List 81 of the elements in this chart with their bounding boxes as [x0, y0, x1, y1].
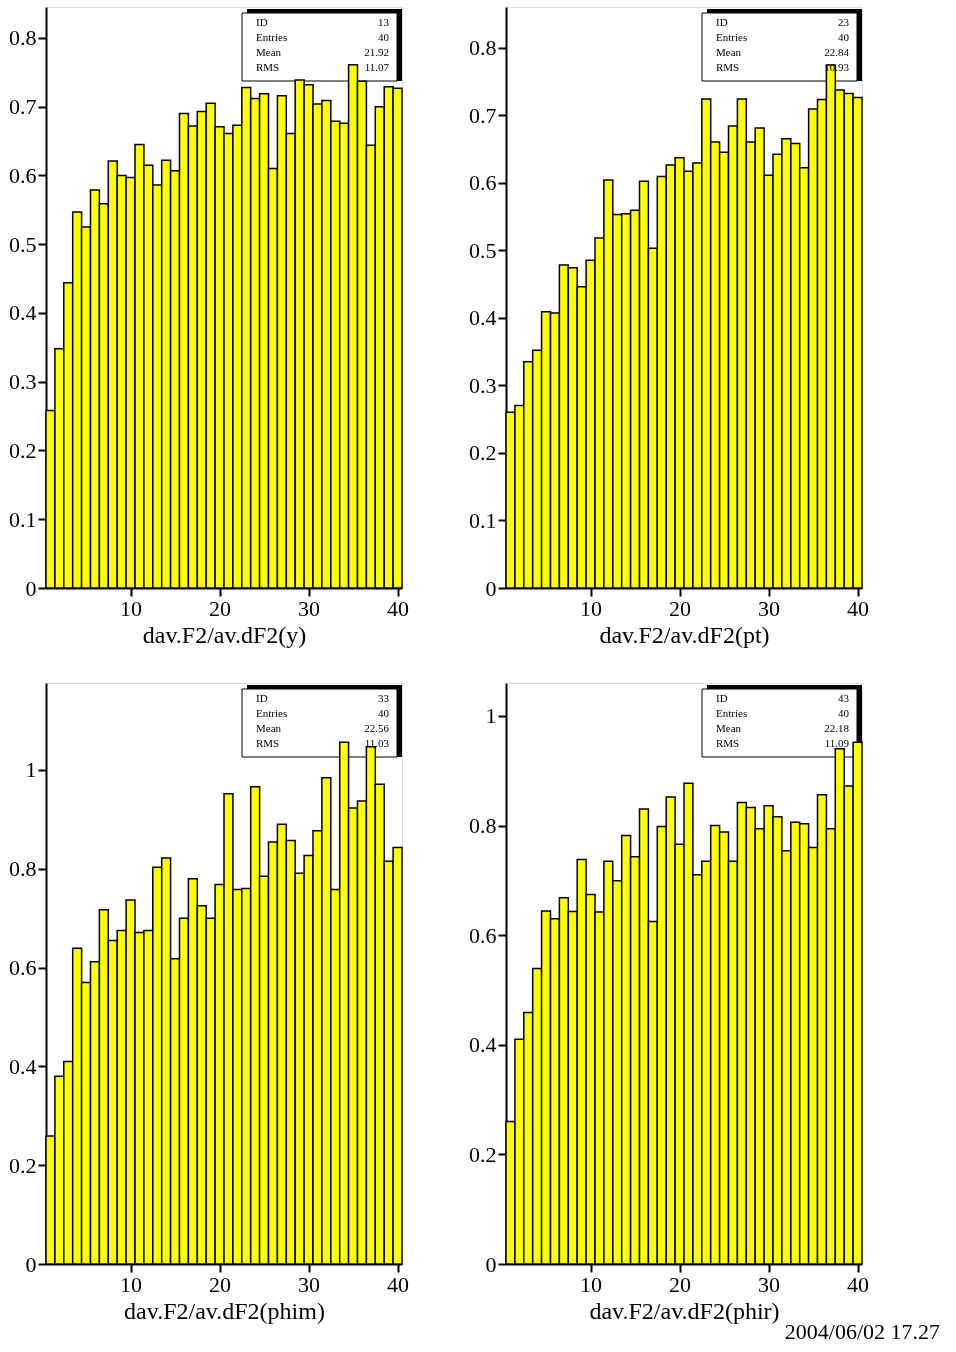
y-tick-label: 0.2: [9, 437, 37, 463]
x-tick-label: 20: [209, 1271, 232, 1297]
y-tick-label: 0.4: [469, 1032, 497, 1058]
annotation: Mean: [716, 46, 742, 58]
y-tick-label: 0.7: [469, 102, 497, 128]
y-tick-label: 0.7: [9, 94, 37, 120]
annotation: 40: [378, 707, 390, 719]
annotation: ID: [716, 16, 728, 28]
annotation: 11.07: [364, 61, 390, 73]
x-axis-title: dav.F2/av.dF2(phir): [589, 1297, 780, 1324]
y-tick-label: 0.6: [469, 922, 497, 948]
annotation: 40: [838, 31, 850, 43]
text: 2004/06/02 17.27: [784, 1319, 940, 1344]
annotation: ID: [256, 692, 268, 704]
y-tick-label: 0.1: [469, 507, 497, 533]
annotation: Entries: [256, 707, 288, 719]
y-tick-label: 0.6: [9, 955, 37, 981]
annotation: Mean: [256, 46, 282, 58]
y-tick-label: 1: [485, 703, 497, 729]
annotation: 11.09: [824, 737, 850, 749]
x-tick-label: 30: [758, 1271, 781, 1297]
annotation: 22.56: [364, 722, 390, 734]
annotation: 33: [378, 692, 390, 704]
annotation: Entries: [716, 31, 748, 43]
x-tick-label: 30: [758, 595, 781, 621]
annotation: 22.84: [824, 46, 850, 58]
y-tick-label: 0.8: [9, 25, 37, 51]
y-tick-label: 0.4: [469, 305, 497, 331]
x-tick-label: 40: [387, 595, 410, 621]
x-tick-label: 40: [847, 1271, 870, 1297]
annotation: 21.92: [364, 46, 389, 58]
annotation: 13: [378, 16, 390, 28]
x-axis-title: dav.F2/av.dF2(y): [142, 621, 307, 648]
y-tick-label: 0.4: [9, 300, 37, 326]
x-tick-label: 20: [209, 595, 232, 621]
annotation: 22.18: [824, 722, 850, 734]
y-tick-label: 0.2: [9, 1152, 37, 1178]
y-tick-label: 0.2: [469, 440, 497, 466]
annotation: 40: [378, 31, 390, 43]
x-tick-label: 40: [847, 595, 870, 621]
x-tick-label: 10: [580, 595, 603, 621]
x-tick-label: 30: [298, 1271, 321, 1297]
y-tick-label: 0: [25, 1251, 37, 1277]
annotation: 43: [838, 692, 850, 704]
y-tick-label: 0.6: [9, 162, 37, 188]
annotation: Mean: [716, 722, 742, 734]
y-tick-label: 0.8: [9, 856, 37, 882]
annotation: RMS: [256, 61, 280, 73]
x-tick-label: 20: [669, 1271, 692, 1297]
annotation: Entries: [256, 31, 288, 43]
x-tick-label: 10: [580, 1271, 603, 1297]
y-tick-label: 0: [485, 1251, 497, 1277]
x-tick-label: 10: [120, 1271, 143, 1297]
x-axis-title: dav.F2/av.dF2(phim): [124, 1297, 325, 1324]
y-tick-label: 0.8: [469, 813, 497, 839]
annotation: RMS: [716, 737, 740, 749]
y-tick-label: 0.2: [469, 1141, 497, 1167]
y-tick-label: 0: [25, 575, 37, 601]
y-tick-label: 0.3: [469, 372, 497, 398]
y-tick-label: 0: [485, 575, 497, 601]
y-tick-label: 1: [25, 757, 37, 783]
x-axis-title: dav.F2/av.dF2(pt): [599, 621, 770, 648]
annotation: ID: [256, 16, 268, 28]
annotation: Entries: [716, 707, 748, 719]
y-tick-label: 0.4: [9, 1053, 37, 1079]
x-tick-label: 10: [120, 595, 143, 621]
annotation: 40: [838, 707, 850, 719]
y-tick-label: 0.6: [469, 170, 497, 196]
y-tick-label: 0.5: [469, 237, 497, 263]
y-tick-label: 0.8: [469, 35, 497, 61]
y-tick-label: 0.5: [9, 231, 37, 257]
x-tick-label: 30: [298, 595, 321, 621]
x-tick-label: 40: [387, 1271, 410, 1297]
annotation: ID: [716, 692, 728, 704]
annotation: RMS: [716, 61, 740, 73]
annotation: Mean: [256, 722, 282, 734]
x-tick-label: 20: [669, 595, 692, 621]
annotation: RMS: [256, 737, 280, 749]
annotation: 23: [838, 16, 850, 28]
y-tick-label: 0.3: [9, 369, 37, 395]
y-tick-label: 0.1: [9, 506, 37, 532]
